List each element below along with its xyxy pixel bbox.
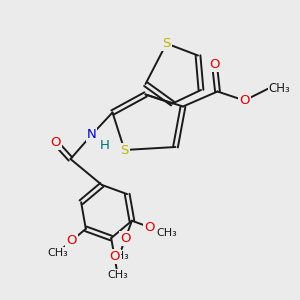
Text: N: N bbox=[87, 128, 96, 142]
Text: CH₃: CH₃ bbox=[47, 248, 68, 258]
Text: O: O bbox=[239, 94, 250, 107]
Text: CH₃: CH₃ bbox=[268, 82, 290, 95]
Text: O: O bbox=[109, 250, 120, 263]
Text: CH₃: CH₃ bbox=[107, 270, 128, 280]
Text: CH₃: CH₃ bbox=[157, 229, 177, 238]
Text: O: O bbox=[120, 232, 131, 245]
Text: O: O bbox=[66, 234, 77, 247]
Text: O: O bbox=[209, 58, 220, 71]
Text: S: S bbox=[120, 143, 129, 157]
Text: S: S bbox=[162, 37, 171, 50]
Text: H: H bbox=[100, 139, 110, 152]
Text: O: O bbox=[144, 220, 154, 234]
Text: CH₃: CH₃ bbox=[109, 251, 130, 261]
Text: O: O bbox=[50, 136, 61, 149]
